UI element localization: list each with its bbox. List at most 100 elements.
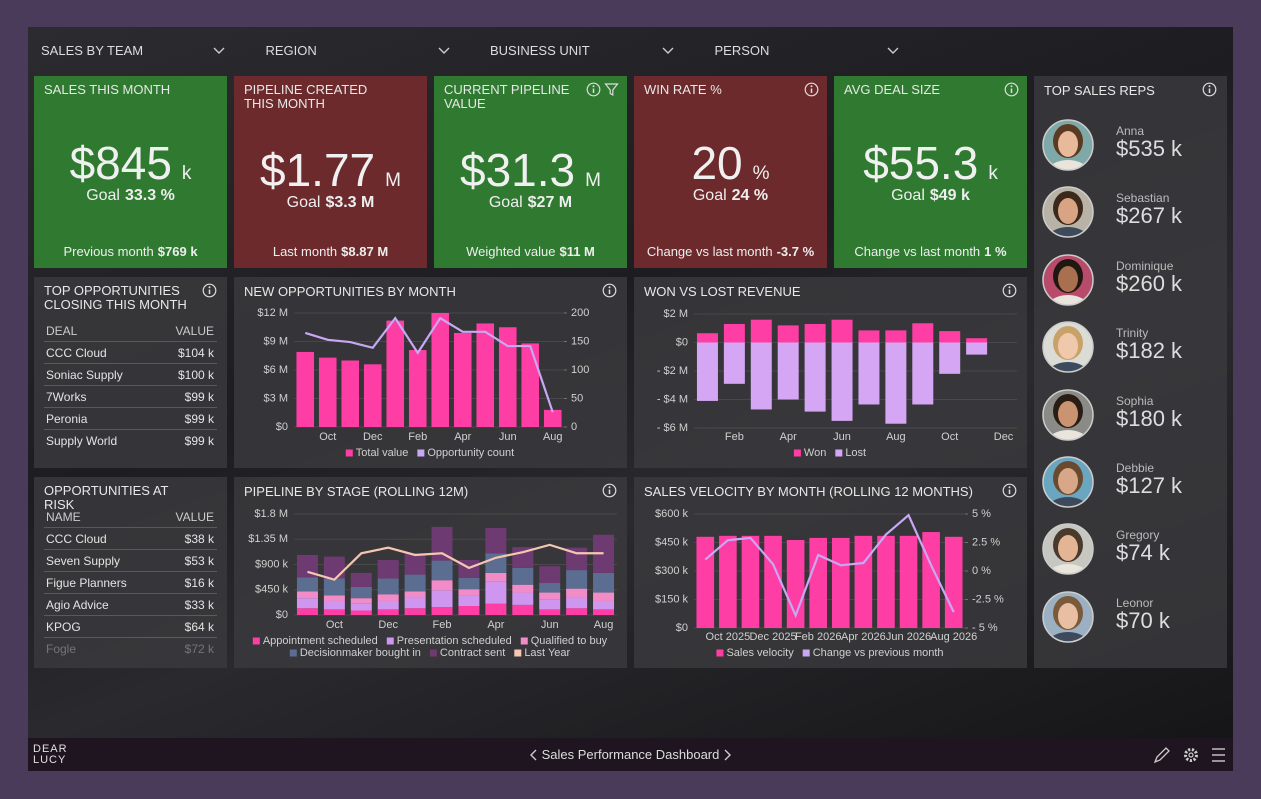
chart-panel: $0 $450 k $900 k $1.35 M $1.8 M Oct Dec Feb Apr J… <box>234 477 627 668</box>
avatar-ring <box>1042 254 1094 306</box>
kpi-card: WIN RATE % 20% Goal 24 % Change vs last mont… <box>634 76 827 268</box>
chart-title: SALES VELOCITY BY MONTH (ROLLING 12 MONT… <box>644 484 973 499</box>
cell: $64 k <box>184 620 214 634</box>
x-tick-label: Dec <box>378 619 398 631</box>
filter-label[interactable]: SALES BY TEAM <box>41 43 144 58</box>
legend-label: Change vs previous month <box>813 647 944 659</box>
table-panel: OPPORTUNITIES AT RISK NAME VALUE CCC Cloud $… <box>34 477 227 668</box>
kpi-unit: M <box>385 170 401 191</box>
dashboard-title: Sales Performance Dashboard <box>541 747 720 762</box>
avatar-face <box>1058 131 1078 157</box>
icon-ring <box>804 82 819 97</box>
legend-swatch <box>345 449 353 457</box>
info-icon <box>1002 483 1017 498</box>
bar <box>539 566 561 584</box>
kpi-goal-row: Goal $27 M <box>434 194 627 212</box>
rep-value: $260 k <box>1116 270 1183 296</box>
kpi-footer-value: -3.7 % <box>776 244 815 259</box>
y-tick-label: - $6 M <box>657 422 688 434</box>
cell: $99 k <box>184 412 214 426</box>
row-divider <box>44 637 217 638</box>
bar <box>809 537 828 628</box>
avatar-shoulders <box>1047 160 1089 170</box>
kpi-value: $31.3 <box>460 144 576 196</box>
bar <box>377 600 399 610</box>
rep-name: Sebastian <box>1116 191 1170 206</box>
y-tick-label: $0 <box>276 421 288 433</box>
row-divider <box>44 429 217 430</box>
x-tick-label: Oct 2025 <box>706 631 751 643</box>
rep-name: Gregory <box>1116 528 1160 543</box>
icon-ring <box>602 283 617 298</box>
kpi-value-row: $1.77 M <box>234 143 427 197</box>
bar <box>521 343 540 427</box>
filter-icon <box>604 83 619 97</box>
filter-chevron[interactable] <box>662 47 674 55</box>
legend-swatch <box>386 637 394 645</box>
x-tick-label: Feb <box>725 431 744 443</box>
bar <box>404 597 426 609</box>
bar <box>696 342 718 401</box>
legend: Won Lost <box>793 447 866 459</box>
bar <box>296 598 318 609</box>
bar <box>831 537 850 628</box>
avatar-photo <box>1043 254 1093 305</box>
rep-value: $70 k <box>1116 607 1170 633</box>
avatar-face <box>1058 400 1078 427</box>
legend: Sales velocity Change vs previous month <box>716 647 944 659</box>
chart: $0 $3 M $6 M $9 M $12 M 0 50 100 150 200 Oct Dec Feb… <box>257 307 589 459</box>
kpi-unit: M <box>585 170 601 191</box>
filter-chevron[interactable] <box>438 47 450 55</box>
bar <box>296 554 318 578</box>
cell: Soniac Supply <box>46 368 123 382</box>
bar <box>539 599 561 610</box>
y2-tick-label: 150 <box>571 335 589 347</box>
cell: $100 k <box>177 368 214 382</box>
filter-chevron[interactable] <box>887 47 899 55</box>
filter-label[interactable]: REGION <box>265 43 317 58</box>
y-tick-label: - $2 M <box>657 365 688 377</box>
kpi-title: AVG DEAL SIZE <box>844 82 941 97</box>
y-tick-label: $1.35 M <box>248 533 288 545</box>
legend-label: Presentation scheduled <box>397 635 512 647</box>
kpi-value-row: $845 k <box>34 136 227 190</box>
icon-funnel <box>604 83 619 97</box>
y2-tick-label: -2.5 % <box>972 593 1004 605</box>
cell: Figue Planners <box>46 576 127 590</box>
bar <box>719 535 737 628</box>
dashboard: SALES BY TEAM REGION BUSINESS UNIT PERSON SA… <box>28 27 1233 771</box>
bar <box>750 319 772 343</box>
bar <box>539 592 561 600</box>
bar <box>431 580 453 591</box>
cell: $99 k <box>184 434 214 448</box>
filter-label[interactable]: BUSINESS UNIT <box>490 43 590 58</box>
kpi-goal-label: Goal <box>488 194 523 211</box>
icon-ring <box>1002 283 1017 298</box>
x-tick-label: Feb 2026 <box>795 631 841 643</box>
x-tick-label: Apr <box>487 619 504 631</box>
bar <box>431 526 453 561</box>
bar <box>458 589 480 596</box>
bar <box>296 351 315 427</box>
avatar-ring <box>1042 388 1094 441</box>
legend: Appointment scheduled Presentation schedu… <box>252 635 608 647</box>
chevron <box>438 47 449 54</box>
filter-chevron[interactable] <box>213 47 225 55</box>
bar <box>750 342 772 410</box>
bar <box>912 342 934 405</box>
cell: $99 k <box>184 390 214 404</box>
x-tick-label: Apr <box>454 431 471 443</box>
avatar-photo <box>1043 591 1093 642</box>
filter-label[interactable]: PERSON <box>714 43 770 58</box>
cell: $33 k <box>184 598 214 612</box>
y-tick-label: $150 k <box>655 593 689 605</box>
x-tick-label: Aug <box>543 431 563 443</box>
legend-label: Appointment scheduled <box>263 635 378 647</box>
kpi-goal-label: Goal <box>891 187 925 204</box>
bar <box>593 600 615 610</box>
y2-tick-label: 200 <box>571 307 589 319</box>
info-icon <box>602 483 617 498</box>
cell: Supply World <box>46 434 118 448</box>
kpi-card: AVG DEAL SIZE $55.3 k Goal $49 k Change vs la… <box>834 76 1027 268</box>
kpi-title: WIN RATE % <box>644 82 722 97</box>
